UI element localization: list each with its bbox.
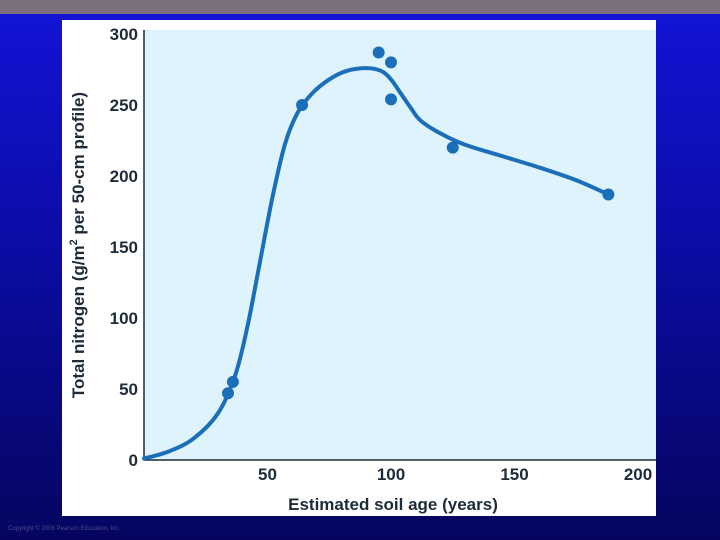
data-point-1 <box>221 387 234 400</box>
y-tick-label-250: 250 <box>110 96 138 115</box>
data-point-2 <box>226 375 239 388</box>
data-point-7 <box>446 141 459 154</box>
x-tick-labels: 50 100 150 200 <box>258 465 652 484</box>
y-tick-label-0: 0 <box>129 451 138 470</box>
y-tick-label-100: 100 <box>110 309 138 328</box>
y-tick-label-150: 150 <box>110 238 138 257</box>
y-tick-label-200: 200 <box>110 167 138 186</box>
x-tick-label-200: 200 <box>624 465 652 484</box>
y-tick-label-300: 300 <box>110 25 138 44</box>
data-point-3 <box>296 99 309 111</box>
x-axis-label: Estimated soil age (years) <box>288 495 498 514</box>
y-tick-labels: 0 50 100 150 200 250 300 <box>110 25 138 470</box>
fit-curve-layer <box>142 66 611 461</box>
y-axis-label: Total nitrogen (g/m2 per 50-cm profile) <box>68 92 88 398</box>
data-points-layer <box>221 46 615 400</box>
axes <box>143 30 656 461</box>
y-axis-label-part2: per 50-cm profile) <box>69 92 88 239</box>
fit-curve-line <box>142 66 611 461</box>
x-tick-label-100: 100 <box>377 465 405 484</box>
data-point-6 <box>385 93 397 106</box>
title-bar-strip <box>0 0 720 14</box>
x-tick-label-50: 50 <box>258 465 277 484</box>
x-tick-label-150: 150 <box>500 465 528 484</box>
copyright-notice: Copyright © 2006 Pearson Education, Inc. <box>8 526 121 532</box>
data-point-4 <box>372 46 385 59</box>
data-point-8 <box>602 188 615 201</box>
figure-card: 50 100 150 200 0 50 100 150 200 250 300 Estimated… <box>62 20 656 516</box>
data-point-5 <box>385 56 397 69</box>
nitrogen-soil-age-chart: 50 100 150 200 0 50 100 150 200 250 300 Estimated… <box>68 25 656 514</box>
y-axis-label-part1: Total nitrogen (g/m <box>69 245 88 398</box>
y-axis-label-superscript: 2 <box>68 239 80 245</box>
y-tick-label-50: 50 <box>119 380 138 399</box>
